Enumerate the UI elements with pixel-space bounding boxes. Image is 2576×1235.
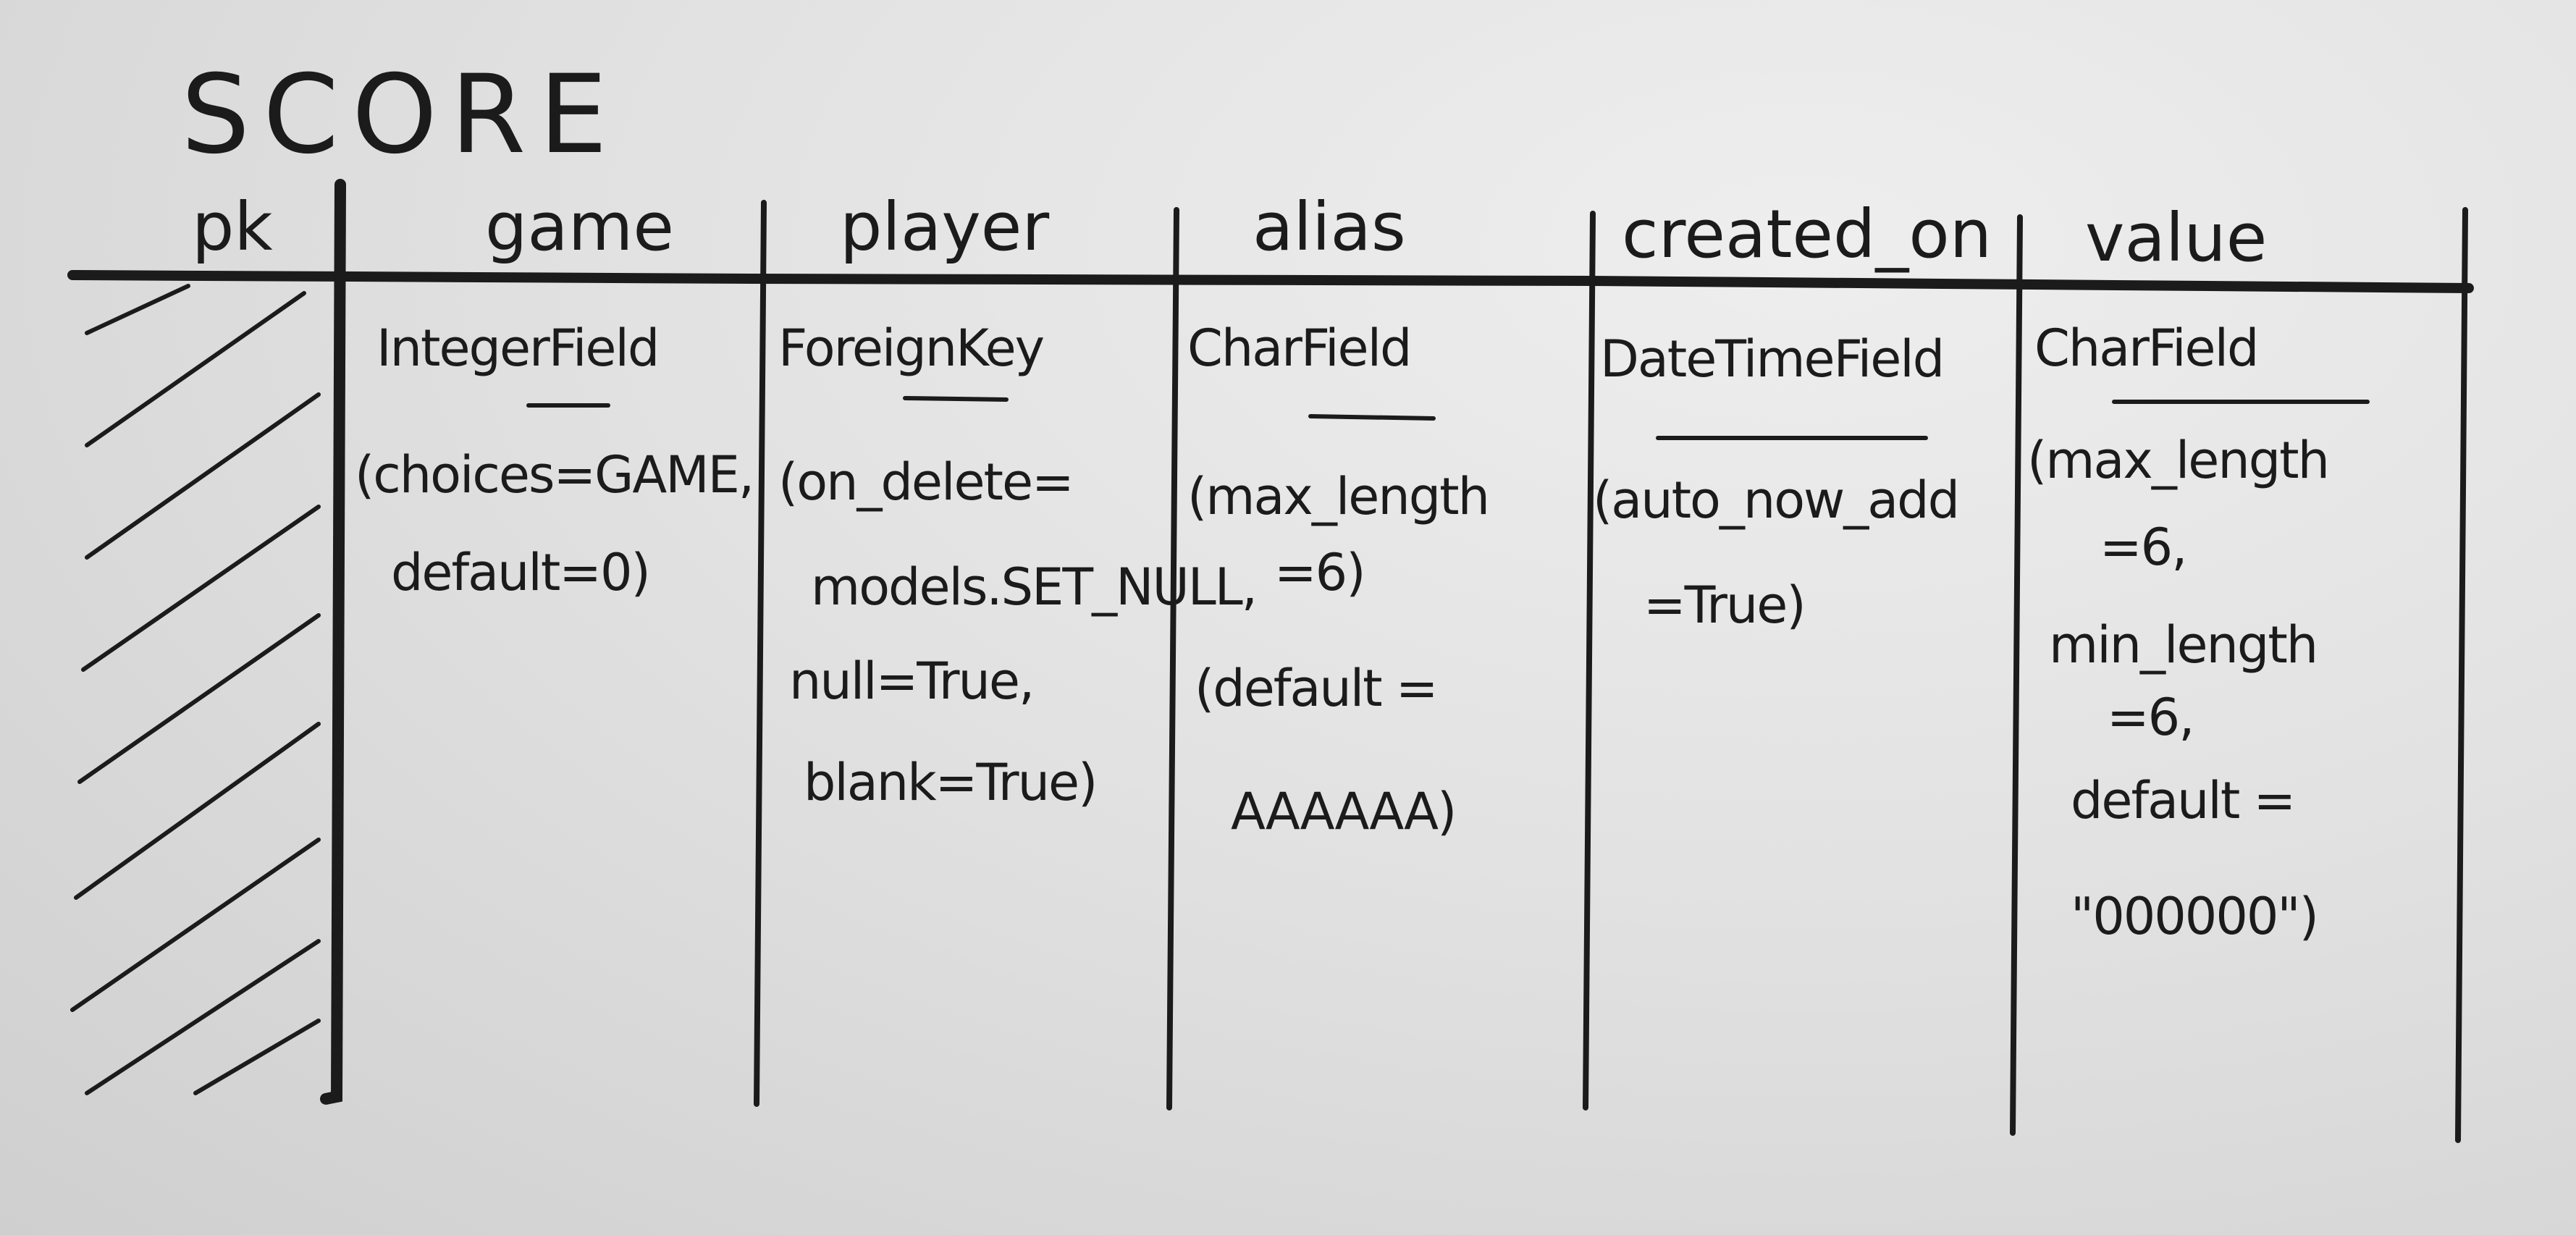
column-divider-3	[1166, 207, 1179, 1110]
created-on-option-line: (auto_now_add	[1593, 471, 1958, 530]
alias-option-line: (default =	[1195, 659, 1437, 718]
player-option-line: blank=True)	[804, 753, 1096, 812]
column-divider-2	[754, 200, 767, 1107]
column-divider-6	[2455, 207, 2468, 1143]
table-title: SCORE	[181, 52, 620, 178]
alias-type-underline	[1308, 414, 1436, 421]
player-field-type: ForeignKey	[778, 319, 1044, 378]
header-rule	[67, 270, 2474, 293]
column-header-pk: pk	[192, 188, 273, 266]
player-option-line: null=True,	[789, 652, 1033, 711]
value-option-line: =6,	[2100, 518, 2186, 577]
column-header-game: game	[485, 188, 674, 266]
column-divider-5	[2010, 214, 2023, 1136]
game-option-line: (choices=GAME,	[355, 445, 753, 505]
value-option-line: min_length	[2049, 615, 2317, 675]
player-option-line: (on_delete=	[778, 452, 1073, 512]
value-option-line: (max_length	[2027, 431, 2328, 490]
value-option-line: "000000")	[2071, 887, 2318, 946]
alias-option-line: (max_length	[1187, 467, 1489, 526]
column-divider-4	[1583, 211, 1596, 1110]
player-option-line: models.SET_NULL,	[811, 557, 1256, 617]
column-divider-1	[320, 179, 346, 1105]
column-header-created-on: created_on	[1622, 195, 1992, 273]
player-type-underline	[903, 396, 1009, 402]
alias-option-line: AAAAAA)	[1231, 782, 1455, 841]
created-on-field-type: DateTimeField	[1600, 329, 1943, 389]
created-on-option-line: =True)	[1643, 576, 1805, 635]
value-field-type: CharField	[2034, 319, 2257, 378]
game-option-line: default=0)	[391, 543, 649, 602]
game-field-type: IntegerField	[376, 319, 658, 378]
value-option-line: =6,	[2107, 688, 2193, 747]
alias-field-type: CharField	[1187, 319, 1410, 378]
alias-option-line: =6)	[1274, 543, 1365, 602]
column-header-player: player	[840, 188, 1049, 266]
column-header-value: value	[2085, 199, 2267, 277]
pk-hatching	[70, 284, 321, 1095]
column-header-alias: alias	[1253, 188, 1406, 266]
value-option-line: default =	[2071, 771, 2294, 830]
